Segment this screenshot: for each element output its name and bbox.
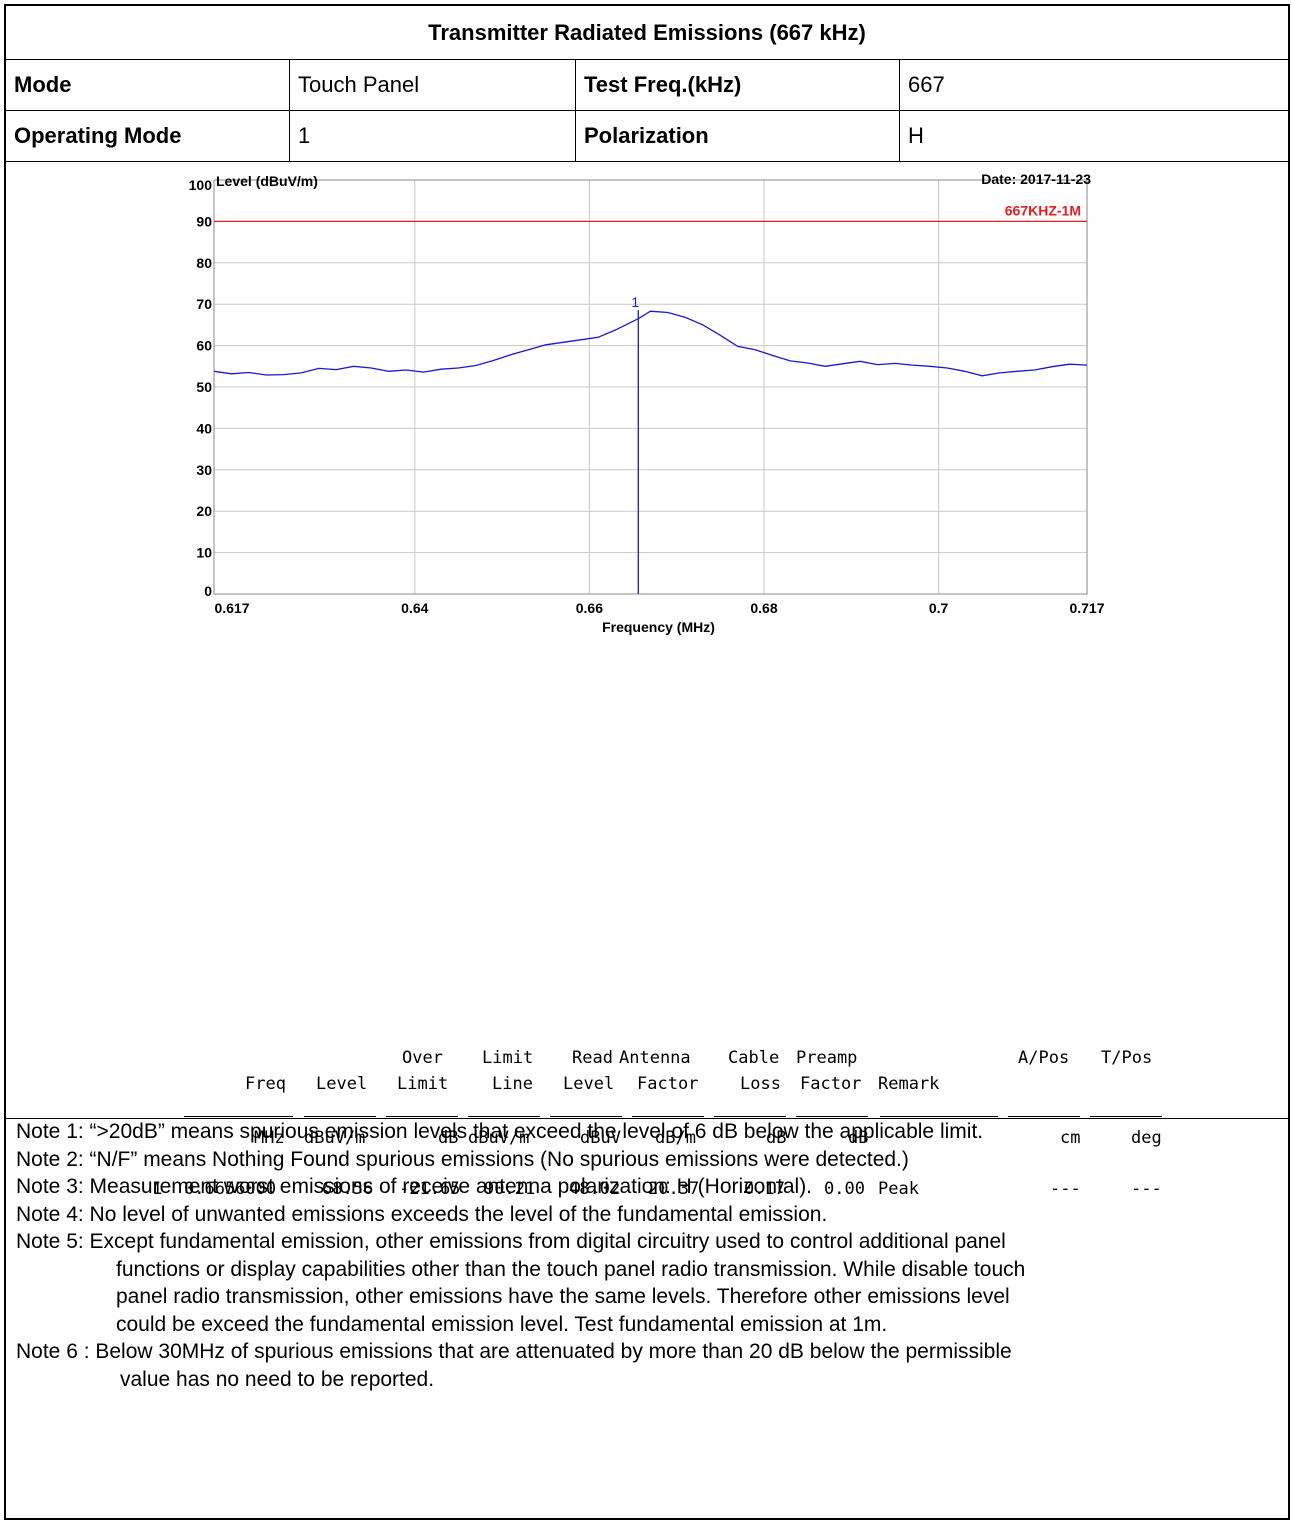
x-axis-ticks: 0.617 0.64 0.66 0.68 0.7 0.717 xyxy=(214,600,1104,616)
y-tick-label: 60 xyxy=(196,338,212,354)
row-tpos: --- xyxy=(1131,1179,1162,1199)
y-tick-label: 80 xyxy=(196,255,212,271)
y-tick-label: 20 xyxy=(196,503,212,519)
hdr-cable-loss: Loss xyxy=(740,1074,781,1094)
x-tick-label: 0.64 xyxy=(401,600,428,616)
hdr-antenna-factor: Factor xyxy=(637,1074,699,1094)
unit-tpos: deg xyxy=(1131,1128,1162,1148)
hdr-remark: Remark xyxy=(878,1074,940,1094)
note-4: Note 4: No level of unwanted emissions e… xyxy=(16,1202,828,1226)
hdr-preamp-factor: Factor xyxy=(800,1074,862,1094)
hdr-level: Level xyxy=(316,1074,368,1094)
note-6: Note 6 : Below 30MHz of spurious emissio… xyxy=(16,1340,1012,1363)
hdr-read: Read xyxy=(572,1048,613,1068)
date-label: Date: 2017-11-23 xyxy=(981,171,1091,187)
emission-chart: 0 10 20 30 40 50 60 70 80 90 100 0.617 0.64 0.66 0.68… xyxy=(189,171,1105,635)
x-tick-label: 0.717 xyxy=(1069,600,1104,616)
y-tick-label: 50 xyxy=(196,379,212,395)
row-freq: 0.6656000 xyxy=(184,1179,277,1199)
hdr-antenna: Antenna xyxy=(619,1048,691,1068)
x-axis-label: Frequency (MHz) xyxy=(602,619,715,635)
mode-label: Mode xyxy=(14,71,72,97)
chart-grid xyxy=(213,179,1088,595)
note-3: Note 3: Measurement worst emissions of r… xyxy=(16,1175,813,1198)
hdr-limit-line: Line xyxy=(492,1074,533,1094)
note-5-cont-2: panel radio transmission, other emission… xyxy=(116,1285,1010,1308)
x-tick-label: 0.66 xyxy=(576,600,603,616)
row-read-level: 48.02 xyxy=(569,1179,621,1199)
hdr-over-limit: Limit xyxy=(397,1074,449,1094)
row-index: 1 xyxy=(152,1179,163,1199)
note-5: Note 5: Except fundamental emission, oth… xyxy=(16,1230,1006,1253)
y-axis-label: Level (dBuV/m) xyxy=(216,173,318,189)
polarization-label: Polarization xyxy=(584,122,709,148)
y-tick-label: 30 xyxy=(196,462,212,478)
unit-level: dBuV/m xyxy=(304,1128,366,1148)
chart-area: 0 10 20 30 40 50 60 70 80 90 100 0.617 0.64 0.66 0.68… xyxy=(6,161,1288,1199)
note-2: Note 2: “N/F” means Nothing Found spurio… xyxy=(16,1147,909,1171)
x-tick-label: 0.617 xyxy=(214,600,249,616)
unit-freq: MHz xyxy=(254,1128,285,1148)
unit-apos: cm xyxy=(1060,1128,1081,1148)
unit-limit-line: dBuV/m xyxy=(468,1128,530,1148)
y-tick-label: 40 xyxy=(196,420,212,436)
row-apos: --- xyxy=(1050,1179,1081,1199)
row-preamp: 0.00 xyxy=(824,1179,865,1199)
row-limit-line: 90.21 xyxy=(484,1179,536,1199)
note-6-cont: value has no need to be reported. xyxy=(120,1367,435,1391)
x-tick-label: 0.68 xyxy=(750,600,777,616)
plot-frame xyxy=(213,179,1088,595)
notes-section: Note 1: “>20dB” means spurious emission … xyxy=(16,1118,1278,1393)
hdr-apos: A/Pos xyxy=(1018,1048,1070,1068)
note-5-cont-3: could be exceed the fundamental emission… xyxy=(116,1312,888,1336)
limit-label: 667KHZ-1M xyxy=(1005,202,1081,218)
info-row-operating: Operating Mode 1 Polarization H xyxy=(6,110,1288,162)
report-title: Transmitter Radiated Emissions (667 kHz) xyxy=(6,6,1288,60)
y-tick-label: 10 xyxy=(196,545,212,561)
y-tick-label: 100 xyxy=(189,177,213,193)
row-over-limit: -21.65 xyxy=(399,1179,461,1199)
hdr-over: Over xyxy=(402,1048,443,1068)
y-tick-label: 70 xyxy=(196,296,212,312)
y-axis-ticks: 0 10 20 30 40 50 60 70 80 90 100 xyxy=(189,177,213,599)
hdr-preamp: Preamp xyxy=(796,1048,858,1068)
row-level: 68.56 xyxy=(322,1179,374,1199)
hdr-freq: Freq xyxy=(245,1074,286,1094)
note-5-cont-1: functions or display capabilities other … xyxy=(116,1257,1026,1281)
mode-value: Touch Panel xyxy=(298,71,420,97)
hdr-read-level: Level xyxy=(563,1074,615,1094)
peak-marker-label: 1 xyxy=(631,294,639,310)
y-tick-label: 90 xyxy=(196,213,212,229)
test-freq-label: Test Freq.(kHz) xyxy=(584,71,742,97)
test-freq-value: 667 xyxy=(908,71,945,97)
info-row-mode: Mode Touch Panel Test Freq.(kHz) 667 xyxy=(6,59,1288,111)
unit-cable: dB xyxy=(766,1128,787,1148)
row-remark: Peak xyxy=(878,1179,919,1199)
hdr-limit: Limit xyxy=(482,1048,534,1068)
hdr-tpos: T/Pos xyxy=(1101,1048,1153,1068)
row-antenna: 20.37 xyxy=(648,1179,700,1199)
hdr-cable: Cable xyxy=(728,1048,780,1068)
row-cable: 0.17 xyxy=(744,1179,785,1199)
unit-read-level: dBuV xyxy=(580,1128,621,1148)
operating-mode-label: Operating Mode xyxy=(14,122,182,148)
operating-mode-value: 1 xyxy=(298,122,311,148)
unit-preamp: dB xyxy=(848,1128,869,1148)
report-frame: Transmitter Radiated Emissions (667 kHz)… xyxy=(4,4,1290,1520)
polarization-value: H xyxy=(908,122,924,148)
unit-over-limit: dB xyxy=(438,1128,459,1148)
y-tick-label: 0 xyxy=(204,583,212,599)
note-1: Note 1: “>20dB” means spurious emission … xyxy=(16,1120,984,1143)
emission-trace xyxy=(213,310,1088,377)
x-tick-label: 0.7 xyxy=(929,600,949,616)
unit-antenna: dB/m xyxy=(655,1128,696,1148)
